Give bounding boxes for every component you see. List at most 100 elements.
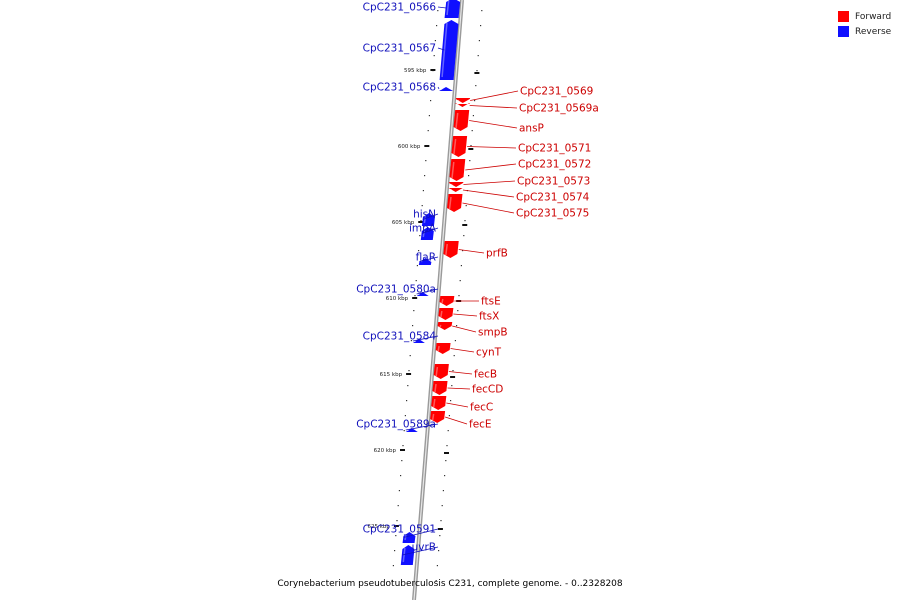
ruler-dot [452,370,454,372]
label-leader [448,371,473,375]
ruler-dot [462,250,464,252]
ruler-dot [392,565,394,567]
ruler-dot [396,520,398,522]
gene-ftsx-icon [438,308,454,320]
gene-label: prfB [486,248,508,260]
ruler-dot [451,385,453,387]
ruler-dot [454,340,456,342]
ruler-dot [425,160,427,162]
ruler-dot [435,580,437,582]
ruler-dot [398,490,400,492]
gene-cpc231_0571-icon [451,136,468,157]
ruler-dot [475,85,477,87]
gene-ftse-icon [439,296,455,306]
ruler-dot [463,235,465,237]
ruler-dot [453,355,455,357]
ruler-dot [427,130,429,132]
ruler-dot [410,340,412,342]
gene-label: CpC231_0572 [518,159,591,171]
gene-feccd-icon-shade [434,383,437,393]
gene-impa-icon-shade [422,229,426,238]
ruler-dot [457,310,459,312]
scale-label: 610 kbp [386,296,409,302]
backbone-highlight [413,0,463,600]
label-leader [402,546,439,556]
gene-label: hisN [413,209,436,221]
ruler-dot [434,40,436,42]
gene-fecc-icon-shade [432,398,436,408]
gene-cpc231_0568-icon [438,87,454,91]
ruler-dot [444,475,446,477]
gene-hisn-icon-shade [423,215,427,224]
gene-cpc231_0571-icon-shade [453,138,457,155]
gene-cpc231_0584-icon [412,339,425,343]
ruler-dot [447,430,449,432]
gene-label: uvrB [412,542,436,554]
legend-forward-label: Forward [855,11,892,22]
ruler-dot [465,205,467,207]
legend-reverse: Reverse [838,24,891,39]
gene-label: flaR [416,252,436,264]
ruler-dot [477,55,479,57]
gene-label: ftsE [481,296,501,308]
label-leader [419,256,439,262]
gene-cpc231_0580a-icon [416,292,429,296]
gene-cpc231_0575-icon [447,194,463,212]
label-leader [469,120,518,129]
ruler-dot [456,325,458,327]
label-leader [412,335,439,342]
gene-label: CpC231_0569 [520,86,593,98]
scale-label: 595 kbp [404,68,427,74]
label-leader [463,180,516,185]
label-leader [465,163,517,171]
ruler-dot [464,220,466,222]
scale-tick-minor [474,72,480,74]
gene-fece-icon [430,411,446,423]
ruler-dot [415,280,417,282]
label-leader [458,249,485,254]
label-leader [470,90,519,101]
gene-label: fecE [469,419,492,431]
gene-label: fecC [470,402,493,414]
scale-tick [400,449,405,451]
ruler-dot [439,535,441,537]
gene-label: CpC231_0573 [517,176,590,188]
ruler-dot [418,250,420,252]
gene-cpc231_0567-icon [439,20,459,80]
ruler-dot [459,280,461,282]
gene-label: ftsX [479,311,499,323]
gene-smpb-icon [437,322,453,330]
label-leader [447,387,471,390]
gene-label: CpC231_0584 [363,331,437,343]
ruler-dot [413,310,415,312]
ruler-dot [481,10,483,12]
ruler-dot [419,235,421,237]
label-leader [450,348,475,353]
gene-cpc231_0591-icon [402,532,416,543]
gene-feccd-icon [432,381,448,395]
ruler-dot [442,490,444,492]
gene-label: fecB [474,369,497,381]
scale-label: 605 kbp [392,220,415,226]
ruler-dot [474,100,476,102]
ruler-dot [437,10,439,12]
gene-prfb-icon [443,241,459,258]
gene-label: CpC231_0589a [356,419,436,431]
gene-cynt-icon-shade [437,345,440,352]
gene-label: CpC231_0569a [519,103,599,115]
forward-swatch [838,11,849,22]
gene-flar-icon [418,258,432,265]
ruler-dot [416,265,418,267]
scale-label: 625 kbp [367,524,390,530]
ruler-dot [409,355,411,357]
ruler-dot [420,220,422,222]
scale-tick [412,297,418,299]
ruler-dot [394,550,396,552]
gene-ansp-icon [453,110,470,131]
scale-tick-minor [444,452,449,454]
ruler-dot [438,550,440,552]
gene-label: CpC231_0571 [518,143,591,155]
ruler-dot [397,505,399,507]
ruler-dot [478,40,480,42]
